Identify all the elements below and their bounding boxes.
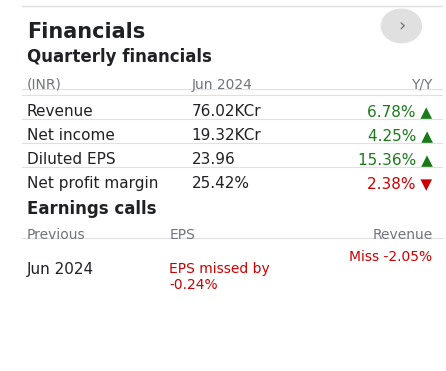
Text: Net income: Net income [27,128,115,143]
Text: Net profit margin: Net profit margin [27,176,158,191]
Text: Financials: Financials [27,22,145,42]
Text: (INR): (INR) [27,78,62,92]
Text: 4.25% ▲: 4.25% ▲ [368,128,433,143]
Text: EPS: EPS [169,228,195,242]
Text: Diluted EPS: Diluted EPS [27,152,116,167]
Text: Revenue: Revenue [27,104,94,119]
Text: ›: › [398,17,405,35]
Text: Y/Y: Y/Y [411,78,433,92]
Text: EPS missed by
-0.24%: EPS missed by -0.24% [169,262,270,292]
Text: 15.36% ▲: 15.36% ▲ [358,152,433,167]
Text: Jun 2024: Jun 2024 [27,262,94,276]
Circle shape [381,9,421,43]
Text: 6.78% ▲: 6.78% ▲ [368,104,433,119]
Text: 23.96: 23.96 [192,152,235,167]
Text: 25.42%: 25.42% [192,176,250,191]
Text: Revenue: Revenue [372,228,433,242]
Text: 2.38% ▼: 2.38% ▼ [368,176,433,191]
Text: Jun 2024: Jun 2024 [192,78,252,92]
Text: Earnings calls: Earnings calls [27,200,156,219]
Text: Quarterly financials: Quarterly financials [27,48,212,66]
Text: 19.32KCr: 19.32KCr [192,128,261,143]
Text: 76.02KCr: 76.02KCr [192,104,261,119]
Text: Miss -2.05%: Miss -2.05% [350,250,433,265]
Text: Previous: Previous [27,228,85,242]
